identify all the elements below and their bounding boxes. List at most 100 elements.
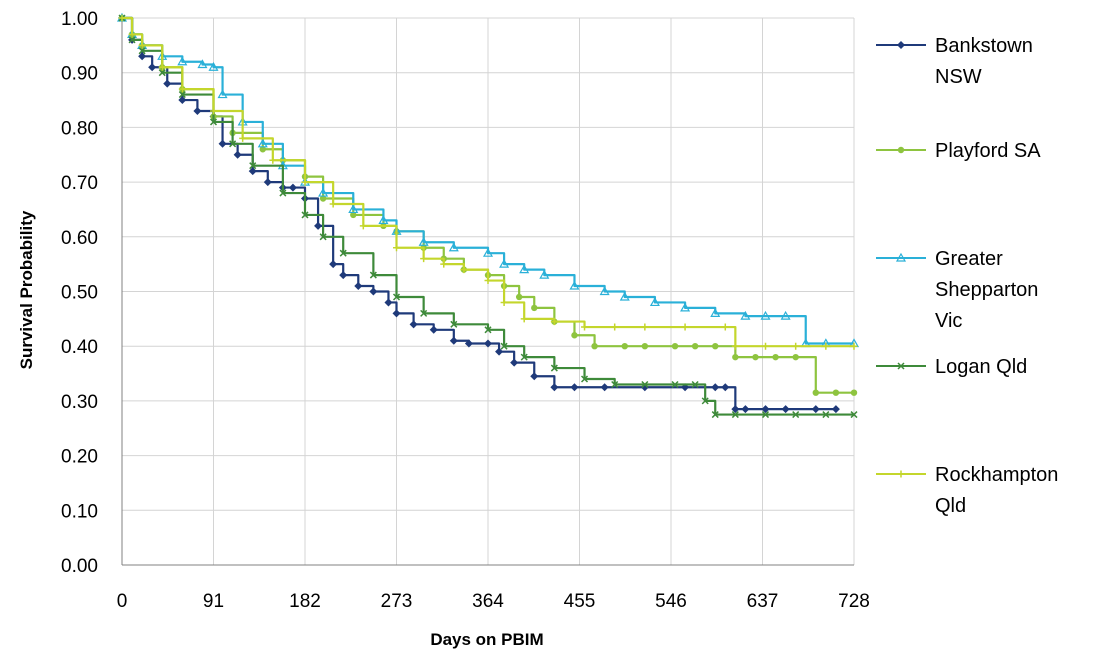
series-point — [128, 36, 136, 44]
series-point — [178, 96, 187, 105]
series-point — [580, 375, 589, 383]
series-point — [550, 383, 559, 392]
series-point — [217, 89, 228, 99]
legend-entry-0: Bankstown NSW — [876, 35, 1033, 88]
y-tick-label: 1.00 — [61, 9, 98, 30]
series-point — [314, 221, 323, 230]
series-point — [649, 297, 660, 307]
series-point — [499, 258, 510, 268]
series-point — [761, 405, 770, 414]
series-point — [354, 282, 363, 291]
series-point — [393, 244, 400, 252]
series-point — [484, 339, 492, 348]
series-point — [418, 237, 429, 246]
series-point — [780, 310, 791, 320]
series-point — [691, 380, 699, 389]
series-point — [178, 85, 186, 93]
series-point — [792, 353, 799, 361]
series-point — [711, 383, 720, 392]
series-point — [721, 383, 730, 392]
series-point — [611, 323, 619, 331]
series-point — [301, 178, 309, 186]
y-tick-label: 0.80 — [61, 118, 98, 139]
legend-label: Logan Qld — [935, 356, 1027, 378]
series-point — [850, 411, 858, 419]
series-point — [772, 353, 779, 361]
legend-label: NSW — [935, 66, 982, 88]
series-point — [138, 47, 146, 55]
series-point — [138, 41, 146, 49]
series-point — [691, 343, 699, 350]
series-point — [464, 339, 473, 348]
series-point — [731, 405, 740, 414]
series-point — [519, 264, 530, 274]
plot-area — [121, 18, 854, 566]
series-point — [581, 323, 589, 331]
series-point — [449, 336, 458, 345]
series-point — [611, 380, 619, 389]
x-tick-label: 546 — [655, 591, 687, 612]
series-point — [641, 343, 649, 350]
series-point — [792, 342, 800, 350]
series-point — [259, 146, 266, 153]
series-point — [128, 30, 136, 38]
series-point — [710, 308, 721, 317]
legend-label: Greater — [935, 248, 1003, 270]
series-point — [731, 411, 739, 419]
series-point — [732, 353, 739, 361]
series-point — [495, 347, 504, 356]
series-point — [599, 286, 610, 296]
legend-swatch-marker — [897, 146, 905, 154]
legend: Bankstown NSW Playford SA Greater Shepparton… — [876, 35, 1058, 517]
series-point — [570, 383, 579, 392]
series-point — [118, 14, 126, 22]
y-tick-label: 0.00 — [61, 556, 98, 577]
series-point — [761, 411, 770, 419]
series-point — [229, 140, 237, 148]
series-point — [600, 383, 609, 392]
series-point — [369, 271, 377, 279]
series-point — [550, 318, 558, 326]
series-point — [369, 287, 378, 296]
series-point — [269, 156, 277, 164]
series-point — [440, 260, 448, 268]
series-point — [832, 389, 840, 396]
series-point — [197, 59, 208, 69]
series-point — [539, 269, 550, 279]
series-point — [163, 79, 172, 88]
series-point — [680, 302, 691, 312]
series-point — [641, 323, 649, 331]
x-tick-label: 0 — [117, 591, 128, 612]
legend-label: Qld — [935, 495, 966, 517]
x-tick-label: 728 — [838, 591, 870, 612]
y-axis-title: Survival Probability — [17, 210, 36, 369]
series-point — [822, 411, 830, 419]
series-point — [781, 405, 790, 414]
series-point — [510, 358, 519, 367]
series-point — [641, 380, 649, 389]
series-point — [701, 397, 709, 405]
series-layer — [116, 12, 860, 419]
series-point — [158, 69, 166, 77]
y-tick-label: 0.60 — [61, 228, 98, 249]
series-point — [671, 380, 679, 389]
legend-swatch-marker — [895, 252, 907, 262]
x-tick-label: 455 — [564, 591, 596, 612]
series-point — [350, 211, 357, 219]
series-point — [392, 293, 401, 301]
axes: 0.00 0.10 0.20 0.30 0.40 0.50 0.60 0.70 0.80 0.90… — [61, 9, 870, 612]
x-axis-title: Days on PBIM — [430, 630, 543, 649]
legend-label: Rockhampton — [935, 464, 1058, 486]
series-point — [359, 222, 367, 230]
y-tick-label: 0.90 — [61, 64, 98, 85]
series-point — [233, 150, 242, 159]
series-point — [420, 309, 428, 317]
series-point — [209, 118, 218, 126]
x-tick-label: 273 — [381, 591, 413, 612]
legend-label: Playford SA — [935, 140, 1041, 162]
series-point — [571, 332, 578, 339]
series-point — [450, 320, 458, 328]
series-point — [850, 389, 858, 396]
series-point — [619, 291, 630, 301]
series-point — [319, 195, 327, 202]
